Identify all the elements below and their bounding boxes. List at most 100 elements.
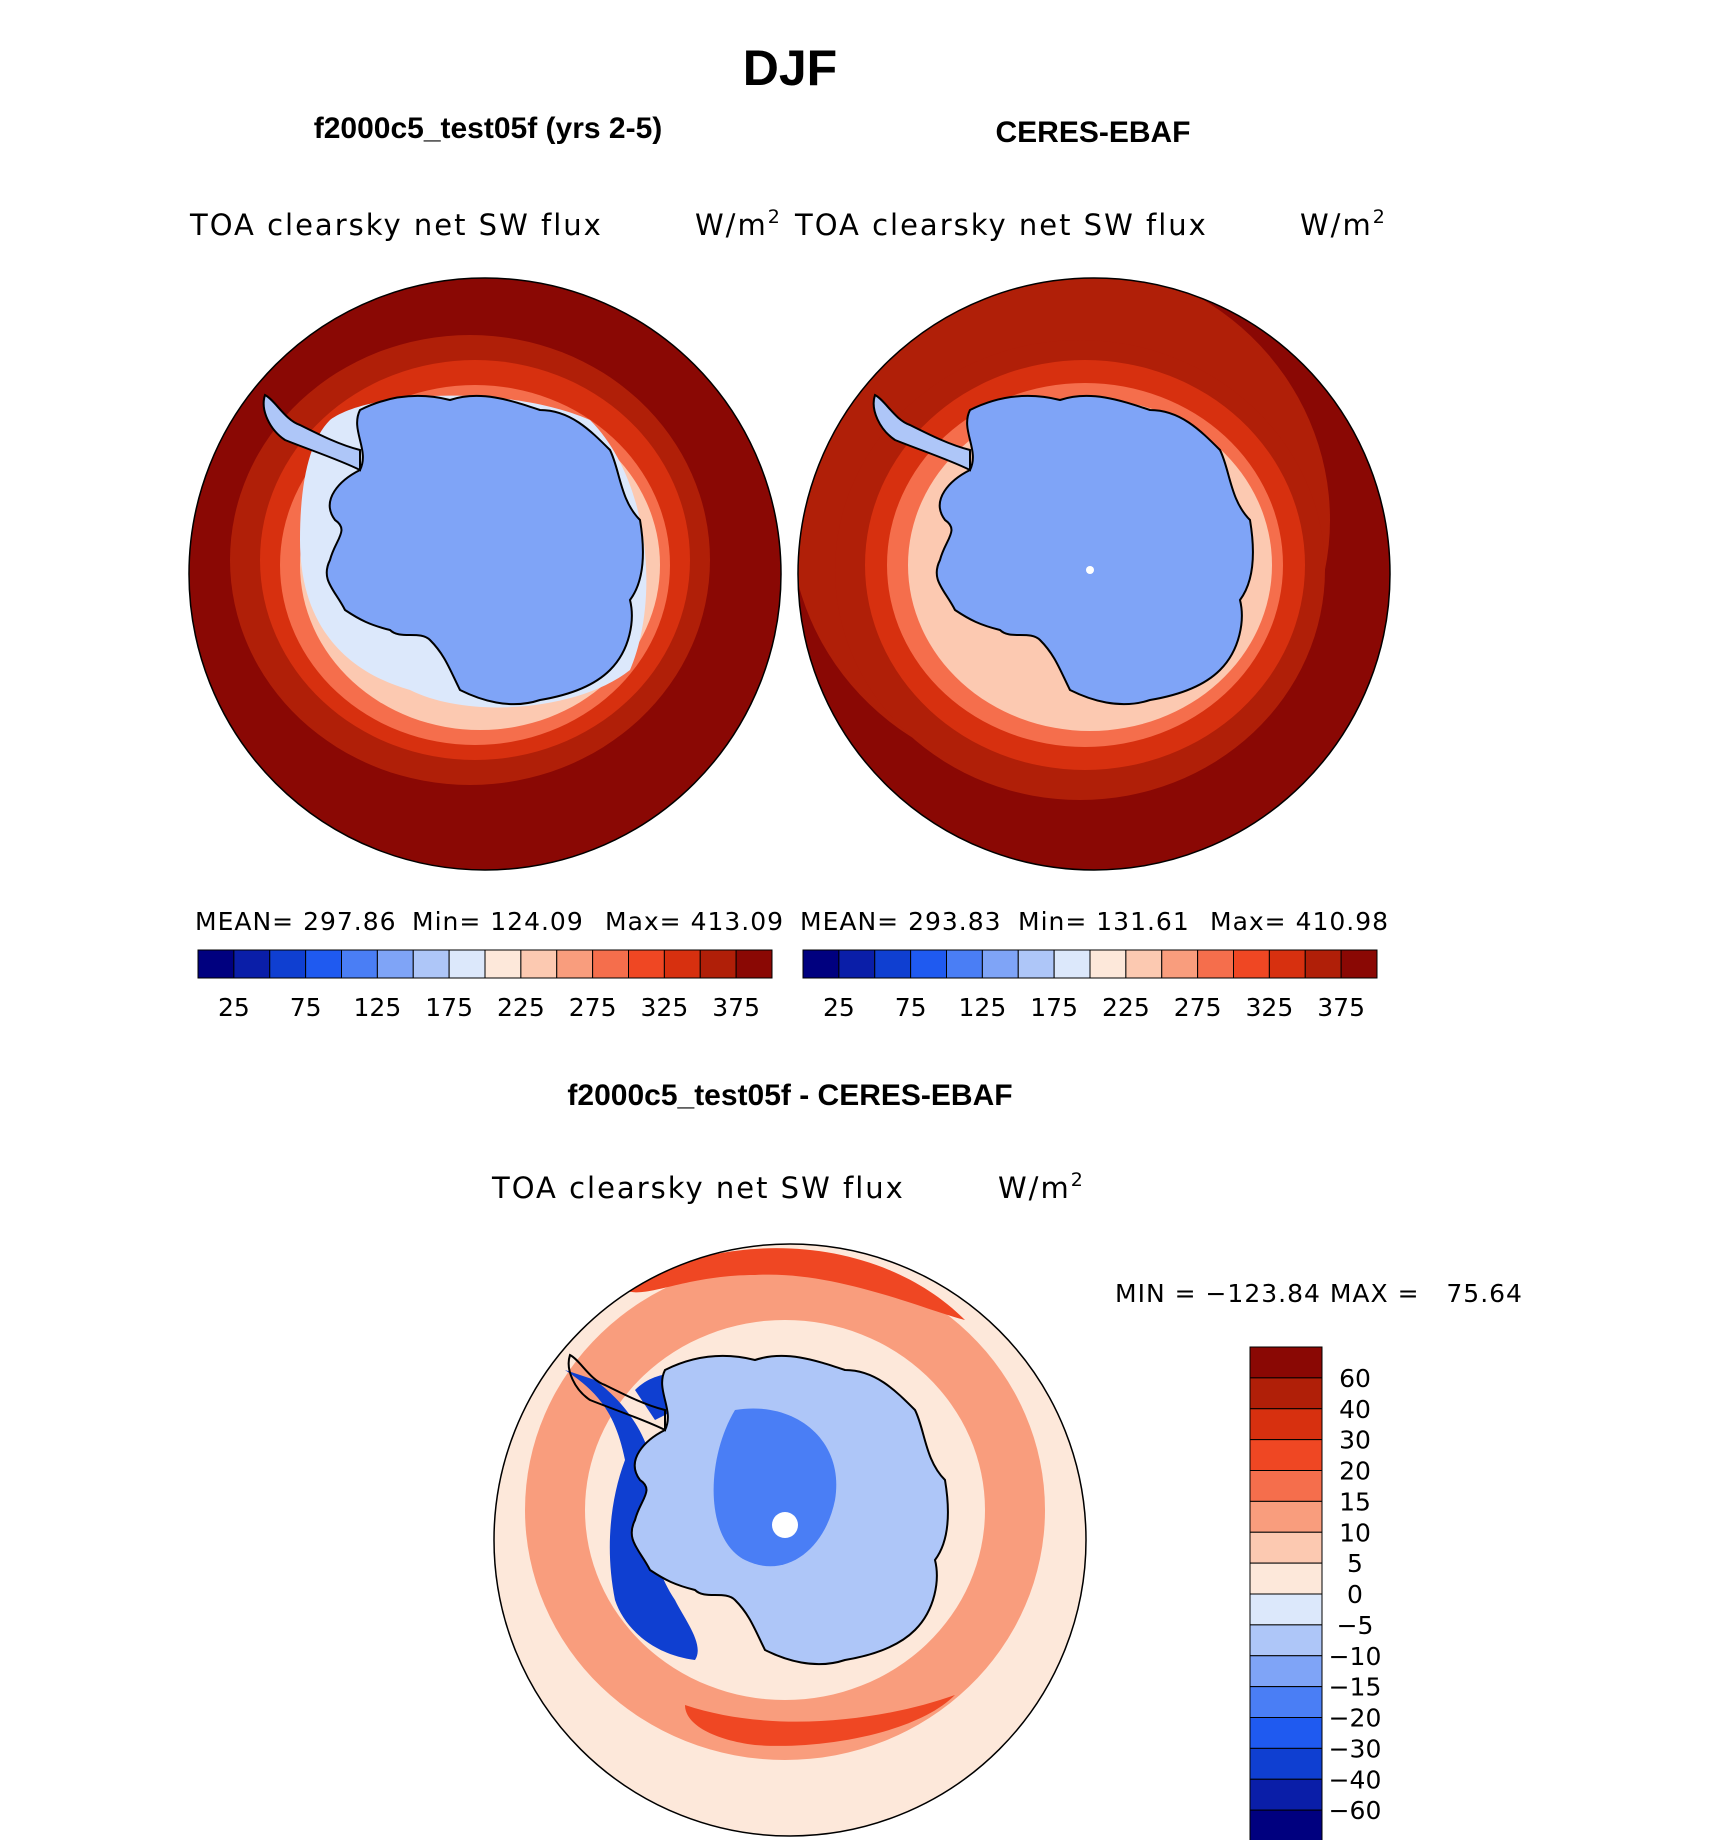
obs-panel-title: CERES-EBAF [995,116,1190,149]
model-panel-title: f2000c5_test05f (yrs 2-5) [314,112,663,145]
model-colorbar-swatch [484,949,522,979]
obs-colorbar-tick-label: 375 [1317,993,1365,1022]
model-colorbar-swatch [412,949,450,979]
diff-colorbar-tick-label: 30 [1339,1426,1371,1455]
obs-colorbar: 25 75 125 175 225 275 325 375 [802,949,1378,1022]
diff-colorbar-swatch [1249,1408,1323,1441]
obs-colorbar-swatch [910,949,947,979]
diff-colorbar-tick-label: 5 [1347,1549,1363,1578]
model-colorbar-swatch [305,949,342,979]
diff-colorbar-tick-label: −5 [1337,1611,1374,1640]
diff-colorbar-swatch [1249,1562,1323,1595]
diff-colorbar-tick-label: 60 [1339,1364,1371,1393]
diff-polar-map [494,1244,1086,1836]
model-colorbar-swatch [520,949,558,979]
diff-colorbar-tick-label: 20 [1339,1457,1371,1486]
obs-colorbar-tick-label: 275 [1174,993,1222,1022]
diff-colorbar-swatch [1249,1439,1323,1471]
obs-colorbar-swatch [1340,949,1378,979]
diff-colorbar-tick-label: 10 [1339,1518,1371,1547]
model-colorbar-tick-label: 175 [425,993,473,1022]
model-colorbar-swatch [269,949,307,979]
obs-colorbar-swatch [1268,949,1306,979]
model-polar-map [189,278,781,870]
model-colorbar-tick-label: 75 [290,993,322,1022]
model-units-label: W/m2 [695,206,782,242]
diff-colorbar-tick-label: −30 [1329,1734,1382,1763]
model-colorbar-swatch [376,949,414,979]
model-min-stat: Min= 124.09 [412,907,584,936]
obs-colorbar-swatch [981,949,1019,979]
model-colorbar-tick-label: 325 [641,993,689,1022]
obs-colorbar-swatch [838,949,876,979]
obs-colorbar-tick-label: 225 [1102,993,1150,1022]
obs-colorbar-swatch [1125,949,1163,979]
model-colorbar-swatch [663,949,701,979]
obs-units-label: W/m2 [1300,206,1387,242]
diff-units-label: W/m2 [998,1169,1085,1205]
obs-min-stat: Min= 131.61 [1018,907,1190,936]
diff-map-warm-arc-north [625,1248,965,1320]
diff-colorbar-swatch [1249,1531,1323,1564]
diff-colorbar-swatch [1249,1778,1323,1811]
obs-mean-stat: MEAN= 293.83 [800,907,1002,936]
diff-map-boundary [493,1243,1087,1837]
model-colorbar: 25 75 125 175 225 275 325 375 [197,949,773,1022]
diff-colorbar-swatch [1249,1377,1323,1410]
obs-colorbar-tick-label: 75 [895,993,927,1022]
model-colorbar-swatch [735,949,773,979]
diff-map-warm-arc-south [685,1695,955,1746]
obs-colorbar-tick-label: 175 [1030,993,1078,1022]
model-colorbar-swatch [699,949,737,979]
obs-colorbar-swatch [946,949,983,979]
obs-colorbar-swatch [1017,949,1055,979]
diff-colorbar-tick-label: −60 [1329,1796,1382,1825]
obs-colorbar-swatch [1089,949,1127,979]
obs-colorbar-swatch [1304,949,1342,979]
diff-colorbar-swatch [1249,1346,1323,1379]
model-mean-stat: MEAN= 297.86 [195,907,397,936]
diff-colorbar-swatch [1249,1747,1323,1780]
obs-colorbar-swatch [1197,949,1234,979]
model-map-boundary [188,277,782,871]
model-colorbar-tick-label: 275 [569,993,617,1022]
model-colorbar-swatch [341,949,378,979]
diff-colorbar-tick-label: −40 [1329,1765,1382,1794]
diff-colorbar-swatch [1249,1655,1323,1688]
obs-colorbar-tick-label: 25 [823,993,855,1022]
diff-panel-title: f2000c5_test05f - CERES-EBAF [567,1079,1012,1112]
model-colorbar-swatch [233,949,271,979]
diff-colorbar-tick-label: −10 [1329,1642,1382,1671]
diff-map-interior-cool-center [713,1408,837,1567]
model-colorbar-tick-label: 225 [497,993,545,1022]
model-variable-label: TOA clearsky net SW flux [189,208,603,242]
obs-colorbar-swatch [1053,949,1091,979]
model-colorbar-tick-label: 375 [712,993,760,1022]
model-colorbar-swatch [628,949,665,979]
diff-colorbar-tick-label: 0 [1347,1580,1363,1609]
diff-colorbar-tick-label: 40 [1339,1395,1371,1424]
diff-colorbar-swatch [1249,1717,1323,1749]
diff-minmax-label: MIN = −123.84 MAX = 75.64 [1115,1279,1523,1308]
model-colorbar-swatch [197,949,235,979]
diff-colorbar-swatch [1249,1500,1323,1533]
diff-colorbar-swatch [1249,1470,1323,1502]
model-colorbar-tick-label: 25 [218,993,250,1022]
diff-colorbar-tick-label: −15 [1329,1673,1382,1702]
obs-map-boundary [797,277,1391,871]
obs-max-stat: Max= 410.98 [1210,907,1389,936]
model-colorbar-tick-label: 125 [354,993,402,1022]
obs-colorbar-tick-label: 325 [1246,993,1294,1022]
model-colorbar-swatch [448,949,486,979]
obs-colorbar-swatch [1161,949,1199,979]
model-colorbar-swatch [592,949,629,979]
obs-map-pole-hole [1086,566,1094,574]
obs-colorbar-swatch [802,949,840,979]
obs-colorbar-swatch [874,949,912,979]
diff-variable-label: TOA clearsky net SW flux [491,1171,905,1205]
diff-map-cool-coast [565,1370,698,1660]
obs-colorbar-swatch [1233,949,1270,979]
obs-polar-map [798,278,1390,870]
